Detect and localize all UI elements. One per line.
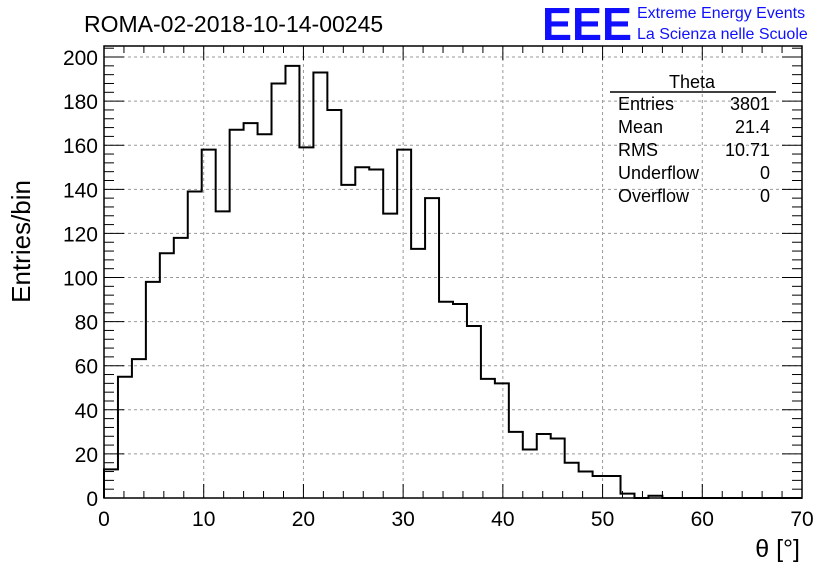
- y-tick-label: 100: [63, 268, 98, 291]
- y-tick-label: 140: [63, 179, 98, 202]
- x-tick-label: 10: [192, 508, 215, 531]
- logo-line2: La Scienza nelle Scuole: [637, 26, 808, 43]
- stats-rows: Entries 3801 Mean 21.4 RMS 10.71 Underflow 0 Ove…: [618, 94, 770, 206]
- stats-label: Entries: [618, 94, 674, 114]
- y-tick-label: 180: [63, 91, 98, 114]
- chart-title: ROMA-02-2018-10-14-00245: [84, 11, 383, 37]
- x-tick-label: 60: [691, 508, 714, 531]
- stats-label: RMS: [618, 140, 658, 160]
- y-tick-label: 160: [63, 135, 98, 158]
- stats-value: 21.4: [735, 117, 770, 137]
- stats-label: Overflow: [618, 186, 690, 206]
- stats-value: 3801: [730, 94, 770, 114]
- stats-label: Underflow: [618, 163, 700, 183]
- stats-value: 0: [760, 186, 770, 206]
- x-tick-label: 0: [98, 508, 110, 531]
- eee-logo: EEE Extreme Energy Events La Scienza nel…: [542, 0, 808, 50]
- y-tick-label: 80: [75, 312, 98, 335]
- plot-frame: [103, 45, 803, 499]
- x-axis-label: θ [°]: [755, 535, 800, 563]
- stats-box: Theta Entries 3801 Mean 21.4 RMS 10.71 Underfl…: [610, 72, 776, 206]
- stats-value: 0: [760, 163, 770, 183]
- y-tick-label: 200: [63, 47, 98, 70]
- y-tick-label: 20: [75, 444, 98, 467]
- x-tick-label: 50: [591, 508, 614, 531]
- grid: [104, 46, 802, 498]
- y-tick-label: 60: [75, 356, 98, 379]
- x-tick-label: 40: [491, 508, 514, 531]
- x-tick-label: 20: [292, 508, 315, 531]
- y-tick-label: 0: [86, 488, 98, 511]
- tick-labels: 0 10 20 30 40 50 60 70 0 20 40 60 80 100 120 140 160 180 2…: [63, 47, 814, 531]
- y-tick-label: 40: [75, 400, 98, 423]
- axis-ticks: [103, 46, 803, 499]
- y-tick-label: 120: [63, 223, 98, 246]
- stats-label: Mean: [618, 117, 663, 137]
- y-axis-label: Entries/bin: [6, 180, 36, 303]
- x-tick-label: 30: [391, 508, 414, 531]
- logo-line1: Extreme Energy Events: [637, 5, 805, 22]
- logo-text: EEE: [542, 0, 632, 50]
- x-tick-label: 70: [790, 508, 813, 531]
- stats-value: 10.71: [725, 140, 770, 160]
- stats-title: Theta: [669, 72, 716, 92]
- histogram-line: [103, 64, 802, 499]
